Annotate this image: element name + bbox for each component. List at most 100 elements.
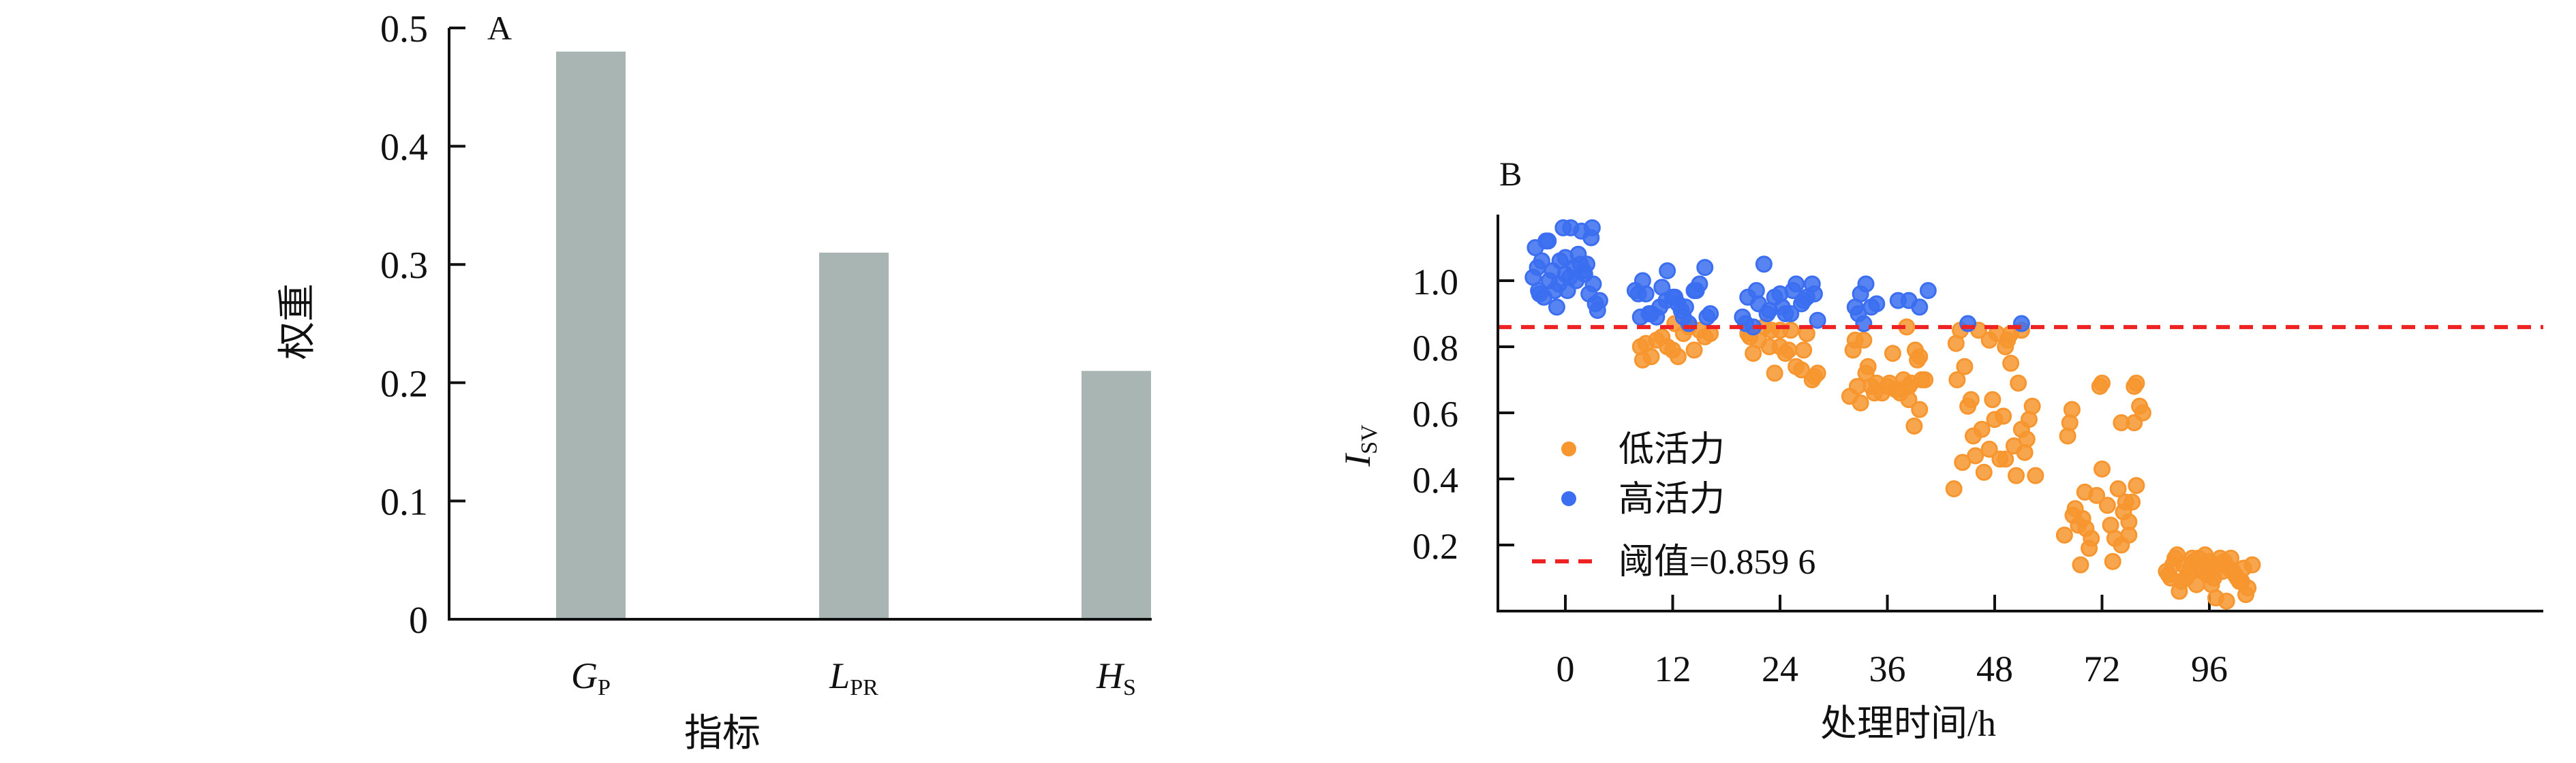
high-vitality-point [1575,262,1593,279]
y-tick-label: 0.3 [380,245,428,287]
low-vitality-point [2094,374,2111,392]
high-vitality-point [1557,249,1574,266]
legend: 低活力 高活力 阈值=0.859 6 [1532,431,1815,582]
low-vitality-point [2113,536,2130,554]
low-vitality-point [1866,384,1884,402]
x-tick-label: 48 [1976,649,2013,689]
low-vitality-point [2098,497,2116,514]
high-vitality-point [1784,282,1802,300]
low-vitality-point [2207,589,2224,607]
low-vitality-point [1762,322,1780,339]
low-vitality-point [1805,368,1823,386]
low-vitality-point [2027,467,2044,484]
y-tick-label: 0.4 [1413,460,1459,501]
y-tick-label: 0.4 [380,127,428,169]
low-vitality-point [2109,480,2127,498]
high-vitality-point [1672,302,1690,320]
high-vitality-point [1747,282,1765,300]
low-vitality-point [2063,401,2081,418]
panel-a-x-axis-title: 指标 [684,713,761,755]
low-vitality-point [2002,354,2020,372]
low-vitality-point [2126,414,2143,432]
legend-label-high-vitality: 高活力 [1619,480,1725,519]
low-vitality-point [2128,374,2145,392]
bar-LPR [819,252,889,620]
high-vitality-point [1687,282,1705,300]
x-tick-label: 36 [1869,649,1906,689]
high-vitality-point [1629,285,1647,302]
panel-a-y-axis-title: 权重 [277,283,319,360]
low-vitality-point [2059,427,2076,445]
legend-label-threshold: 阈值=0.859 6 [1619,543,1815,582]
high-vitality-point [1548,298,1565,316]
panel-b-x-axis-title: 处理时间/h [1820,703,1996,744]
bar-HS [1082,371,1151,619]
high-vitality-point [1531,285,1548,302]
panel-a-x-tick-labels: GP LPR HS [571,655,1136,700]
low-vitality-point [1905,417,1923,435]
low-vitality-point [2072,556,2089,574]
y-tick-label: 0 [409,600,428,642]
low-vitality-point [2117,493,2134,511]
high-vitality-point [1919,282,1937,300]
x-tick-label: 72 [2084,649,2121,689]
panel-b-scatter-chart: B 0.2 0.4 0.6 0.8 1.0 0 12 24 36 48 72 96 处理时间/h I… [1337,155,2543,744]
panel-a-bar-chart: A 0 0.1 0.2 0.3 0.4 0.5 GP LPR HS 指标 权重 [277,8,1152,755]
low-vitality-point [1900,377,1918,395]
y-tick-label: 0.8 [1413,328,1459,369]
high-vitality-point [1758,305,1776,322]
high-vitality-point [1857,275,1875,293]
low-vitality-point [2233,572,2250,590]
low-vitality-point [1962,391,1980,409]
low-vitality-point [1793,361,1810,379]
high-vitality-point [1659,262,1676,279]
low-vitality-point [1780,341,1798,359]
low-vitality-point [1967,447,1984,465]
low-vitality-point [1766,364,1783,382]
low-vitality-point [1844,341,1862,359]
low-vitality-point [2076,483,2094,501]
bar-GP [556,51,626,620]
low-vitality-point [1848,377,1866,395]
high-vitality-point [1850,305,1867,322]
low-vitality-point [1975,463,1993,481]
low-vitality-point [1948,371,1966,388]
high-vitality-point [1868,295,1886,313]
low-vitality-point [2094,460,2111,478]
x-tick-label: GP [571,655,611,700]
low-vitality-point [2173,572,2190,590]
y-tick-label: 0.6 [1413,394,1459,435]
x-tick-label: 0 [1557,649,1575,689]
low-vitality-point [1997,450,2014,468]
panel-a-label: A [487,9,512,47]
low-vitality-point [2055,526,2073,544]
high-vitality-point [1561,268,1578,286]
high-vitality-point [1773,298,1791,316]
high-vitality-point [1584,275,1602,293]
low-vitality-point [1945,480,1963,498]
low-vitality-point [1980,440,1998,458]
low-vitality-point [1855,331,1873,349]
low-vitality-point [1884,345,1901,362]
high-vitality-point [1696,259,1714,277]
low-vitality-point [1911,401,1929,418]
y-tick-label: 0.2 [1413,526,1459,567]
low-vitality-point [1852,394,1869,411]
low-vitality-point [2016,443,2034,461]
low-vitality-point [1669,348,1687,366]
panel-a-y-ticks: 0 0.1 0.2 0.3 0.4 0.5 [380,8,465,642]
x-tick-label: 12 [1655,649,1691,689]
low-vitality-point [2206,559,2224,577]
low-vitality-point [1913,371,1931,388]
x-tick-label: 24 [1762,649,1798,689]
low-vitality-point [2190,549,2207,567]
high-vitality-point [1529,259,1546,277]
panel-b-y-axis-title: ISV [1337,424,1382,467]
y-tick-label: 0.1 [380,481,428,523]
low-vitality-point [1795,341,1813,359]
low-vitality-point [1954,454,1972,471]
legend-marker-high-vitality [1561,491,1576,506]
high-vitality-point [1591,292,1608,309]
low-vitality-point [1956,358,1974,375]
